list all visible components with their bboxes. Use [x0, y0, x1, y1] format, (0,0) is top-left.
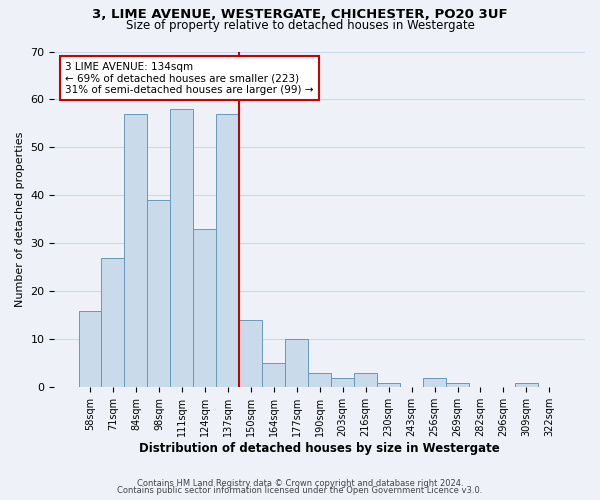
- Bar: [446, 382, 469, 388]
- Bar: [515, 382, 538, 388]
- Y-axis label: Number of detached properties: Number of detached properties: [15, 132, 25, 307]
- Text: 3 LIME AVENUE: 134sqm
← 69% of detached houses are smaller (223)
31% of semi-det: 3 LIME AVENUE: 134sqm ← 69% of detached …: [65, 62, 314, 95]
- Bar: [423, 378, 446, 388]
- Bar: [377, 382, 400, 388]
- Bar: [148, 200, 170, 388]
- Bar: [308, 373, 331, 388]
- Bar: [124, 114, 148, 388]
- Bar: [239, 320, 262, 388]
- Bar: [170, 109, 193, 388]
- Text: Contains public sector information licensed under the Open Government Licence v3: Contains public sector information licen…: [118, 486, 482, 495]
- Bar: [217, 114, 239, 388]
- Bar: [285, 340, 308, 388]
- Bar: [79, 310, 101, 388]
- Bar: [354, 373, 377, 388]
- Bar: [331, 378, 354, 388]
- Bar: [101, 258, 124, 388]
- Bar: [262, 364, 285, 388]
- Bar: [193, 229, 217, 388]
- X-axis label: Distribution of detached houses by size in Westergate: Distribution of detached houses by size …: [139, 442, 500, 455]
- Text: 3, LIME AVENUE, WESTERGATE, CHICHESTER, PO20 3UF: 3, LIME AVENUE, WESTERGATE, CHICHESTER, …: [92, 8, 508, 20]
- Text: Contains HM Land Registry data © Crown copyright and database right 2024.: Contains HM Land Registry data © Crown c…: [137, 478, 463, 488]
- Text: Size of property relative to detached houses in Westergate: Size of property relative to detached ho…: [125, 19, 475, 32]
